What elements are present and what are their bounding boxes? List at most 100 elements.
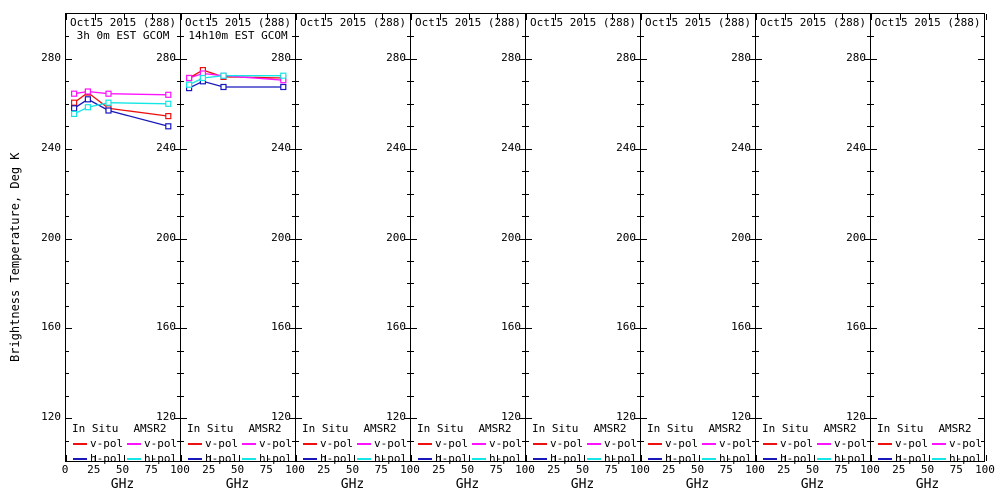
legend-insitu-vpol-label: v-pol bbox=[320, 437, 354, 450]
x-major-tick bbox=[124, 455, 125, 461]
series-marker-amsr2_v bbox=[105, 90, 112, 97]
y-tick-label: 120 bbox=[731, 410, 751, 424]
y-major-tick bbox=[641, 418, 647, 419]
legend-insitu-hpol-label: h-pol bbox=[665, 452, 699, 465]
x-tick-label: 100 bbox=[975, 463, 995, 476]
x-tick-label: 50 bbox=[805, 463, 820, 476]
y-minor-tick bbox=[177, 126, 180, 127]
series-marker-insitu_h bbox=[84, 96, 91, 103]
x-tick-label: 75 bbox=[949, 463, 963, 476]
y-minor-tick bbox=[752, 126, 755, 127]
x-major-tick bbox=[181, 455, 182, 461]
y-minor-tick bbox=[296, 126, 299, 127]
y-minor-tick bbox=[66, 283, 69, 284]
y-minor-tick bbox=[871, 81, 874, 82]
y-minor-tick bbox=[296, 396, 299, 397]
x-axis-unit-label: GHz bbox=[570, 477, 595, 492]
y-tick-label: 200 bbox=[501, 230, 521, 244]
y-major-tick bbox=[289, 239, 295, 240]
y-minor-tick bbox=[641, 373, 644, 374]
y-minor-tick bbox=[641, 216, 644, 217]
y-tick-label: 120 bbox=[386, 410, 406, 424]
y-minor-tick bbox=[752, 261, 755, 262]
y-minor-tick bbox=[752, 441, 755, 442]
y-tick-label: 160 bbox=[41, 320, 61, 334]
y-minor-tick bbox=[981, 36, 984, 37]
x-major-tick bbox=[727, 14, 728, 20]
y-major-tick bbox=[634, 418, 640, 419]
x-major-tick bbox=[526, 14, 527, 20]
data-series-plot bbox=[185, 66, 287, 92]
y-minor-tick bbox=[981, 104, 984, 105]
x-tick-label: 75 bbox=[259, 463, 273, 476]
y-minor-tick bbox=[756, 373, 759, 374]
x-tick-label: 100 bbox=[745, 463, 765, 476]
y-minor-tick bbox=[292, 351, 295, 352]
y-tick-label: 160 bbox=[386, 320, 406, 334]
y-tick-label: 240 bbox=[846, 140, 866, 154]
y-tick-label: 120 bbox=[271, 410, 291, 424]
y-minor-tick bbox=[411, 216, 414, 217]
y-minor-tick bbox=[292, 441, 295, 442]
y-major-tick bbox=[526, 239, 532, 240]
y-minor-tick bbox=[871, 216, 874, 217]
y-major-tick bbox=[641, 328, 647, 329]
y-minor-tick bbox=[292, 171, 295, 172]
y-minor-tick bbox=[637, 216, 640, 217]
y-minor-tick bbox=[411, 36, 414, 37]
legend-insitu-hpol-swatch bbox=[763, 458, 777, 460]
x-major-tick bbox=[986, 14, 987, 20]
x-tick-label: 50 bbox=[115, 463, 130, 476]
y-minor-tick bbox=[411, 194, 414, 195]
y-minor-tick bbox=[522, 104, 525, 105]
x-axis-unit-label: GHz bbox=[685, 477, 710, 492]
y-minor-tick bbox=[641, 104, 644, 105]
y-minor-tick bbox=[526, 351, 529, 352]
legend-amsr2-header: AMSR2 bbox=[708, 422, 742, 435]
panel-subtitle: 14h10m EST GCOM bbox=[188, 29, 288, 42]
y-minor-tick bbox=[66, 36, 69, 37]
x-major-tick bbox=[756, 455, 757, 461]
y-minor-tick bbox=[407, 216, 410, 217]
x-major-tick bbox=[152, 455, 153, 461]
x-major-tick bbox=[469, 455, 470, 461]
y-tick-label: 280 bbox=[501, 50, 521, 64]
legend-amsr2-header: AMSR2 bbox=[133, 422, 167, 435]
y-minor-tick bbox=[756, 283, 759, 284]
y-minor-tick bbox=[981, 126, 984, 127]
y-minor-tick bbox=[871, 194, 874, 195]
y-minor-tick bbox=[181, 396, 184, 397]
legend-amsr2-hpol-swatch bbox=[242, 458, 256, 460]
y-major-tick bbox=[634, 149, 640, 150]
y-tick-label: 160 bbox=[501, 320, 521, 334]
y-minor-tick bbox=[867, 194, 870, 195]
x-major-tick bbox=[641, 455, 642, 461]
y-major-tick bbox=[871, 149, 877, 150]
y-tick-label: 280 bbox=[731, 50, 751, 64]
y-tick-label: 120 bbox=[616, 410, 636, 424]
panel-title: Oct15 2015 (288) bbox=[70, 16, 176, 29]
y-major-tick bbox=[66, 149, 72, 150]
y-tick-label: 200 bbox=[846, 230, 866, 244]
y-major-tick bbox=[289, 328, 295, 329]
x-tick-label: 50 bbox=[575, 463, 590, 476]
y-minor-tick bbox=[181, 171, 184, 172]
x-major-tick bbox=[296, 455, 297, 461]
legend-insitu-vpol-label: v-pol bbox=[435, 437, 469, 450]
legend-amsr2-hpol-label: h-pol bbox=[489, 452, 523, 465]
y-major-tick bbox=[864, 59, 870, 60]
x-major-tick bbox=[66, 455, 67, 461]
y-major-tick bbox=[289, 59, 295, 60]
x-tick-label: 100 bbox=[400, 463, 420, 476]
y-minor-tick bbox=[526, 306, 529, 307]
y-major-tick bbox=[871, 418, 877, 419]
y-tick-label: 200 bbox=[616, 230, 636, 244]
legend-amsr2-vpol-label: v-pol bbox=[949, 437, 983, 450]
x-tick-label: 75 bbox=[604, 463, 618, 476]
y-minor-tick bbox=[752, 171, 755, 172]
y-minor-tick bbox=[292, 306, 295, 307]
y-minor-tick bbox=[411, 171, 414, 172]
y-minor-tick bbox=[867, 216, 870, 217]
y-minor-tick bbox=[526, 104, 529, 105]
y-minor-tick bbox=[411, 441, 414, 442]
